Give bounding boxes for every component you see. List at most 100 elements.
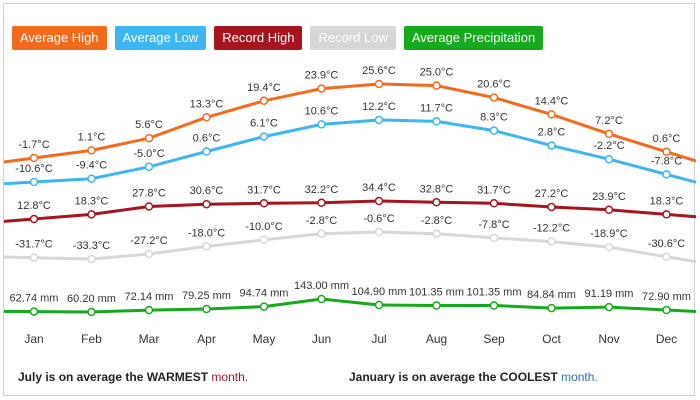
record-high-value-label: 27.8°C — [132, 188, 166, 200]
record-low-point-nov[interactable] — [604, 242, 614, 252]
average-precipitation-point-feb[interactable] — [87, 307, 96, 317]
legend-toggle-record-low[interactable]: Record Low — [310, 26, 396, 50]
record-high-point-sep[interactable] — [489, 199, 499, 208]
record-high-point-jul[interactable] — [374, 196, 384, 206]
average-low-value-label: 2.8°C — [538, 127, 566, 139]
average-precipitation-value-label: 101.35 mm — [466, 287, 521, 299]
average-high-point-sep[interactable] — [489, 93, 499, 102]
coolest-note-text: January is on average the COOLEST — [349, 370, 558, 384]
average-precipitation-point-jan[interactable] — [29, 307, 39, 316]
average-high-point-jan[interactable] — [29, 153, 39, 163]
average-low-value-label: 0.6°C — [193, 133, 221, 145]
record-high-point-aug[interactable] — [432, 198, 441, 207]
average-precipitation-point-sep[interactable] — [489, 301, 499, 310]
average-high-point-feb[interactable] — [87, 146, 96, 155]
record-low-point-sep[interactable] — [489, 233, 499, 243]
average-precipitation-point-apr[interactable] — [202, 304, 211, 314]
average-low-line — [3, 118, 697, 186]
record-high-point-jun[interactable] — [317, 198, 326, 208]
record-low-point-dec[interactable] — [662, 252, 671, 262]
average-high-point-mar[interactable] — [144, 133, 154, 143]
average-low-point-jul[interactable] — [374, 115, 384, 125]
average-precipitation-point-may[interactable] — [259, 302, 269, 311]
legend-toggle-record-high[interactable]: Record High — [214, 26, 303, 50]
average-low-point-dec[interactable] — [662, 170, 671, 179]
average-high-line — [3, 82, 697, 164]
average-low-point-feb[interactable] — [87, 174, 96, 183]
record-high-point-mar[interactable] — [144, 202, 154, 211]
legend-toggle-average-precipitation[interactable]: Average Precipitation — [403, 26, 544, 50]
average-high-point-jul[interactable] — [374, 79, 384, 89]
average-low-value-label: 11.7°C — [420, 102, 453, 114]
average-low-point-aug[interactable] — [432, 117, 441, 126]
legend-toggle-average-high[interactable]: Average High — [12, 26, 107, 50]
x-tick-jul: Jul — [371, 332, 386, 346]
record-low-point-oct[interactable] — [547, 237, 556, 246]
record-low-value-label: -7.8°C — [478, 219, 509, 231]
record-low-point-jan[interactable] — [29, 253, 39, 262]
average-low-value-label: -10.6°C — [15, 163, 52, 175]
record-high-point-dec[interactable] — [662, 210, 671, 219]
average-precipitation-value-label: 101.35 mm — [409, 287, 464, 299]
average-precipitation-value-label: 104.90 mm — [351, 286, 406, 298]
average-high-point-jun[interactable] — [317, 84, 326, 93]
average-high-point-nov[interactable] — [604, 129, 614, 139]
legend-toggle-average-low[interactable]: Average Low — [114, 26, 207, 50]
average-high-point-apr[interactable] — [202, 113, 211, 122]
average-high-point-oct[interactable] — [547, 110, 556, 119]
record-high-point-apr[interactable] — [202, 199, 211, 209]
average-low-point-apr[interactable] — [202, 147, 211, 156]
record-high-value-label: 32.2°C — [305, 184, 339, 196]
average-high-value-label: 5.6°C — [135, 119, 163, 131]
record-high-point-jan[interactable] — [29, 214, 39, 224]
record-low-value-label: -27.2°C — [130, 235, 167, 247]
record-high-value-label: 34.4°C — [362, 182, 396, 194]
record-low-point-feb[interactable] — [87, 254, 96, 264]
average-low-point-mar[interactable] — [144, 162, 154, 172]
record-high-point-oct[interactable] — [547, 202, 556, 212]
record-low-point-jul[interactable] — [374, 227, 384, 237]
record-low-value-label: -18.9°C — [590, 228, 627, 240]
average-low-point-nov[interactable] — [604, 154, 614, 164]
record-high-point-may[interactable] — [259, 199, 269, 208]
average-low-point-jun[interactable] — [317, 120, 326, 129]
record-low-value-label: -31.7°C — [15, 239, 52, 251]
average-high-value-label: 23.9°C — [305, 70, 339, 82]
average-precipitation-point-oct[interactable] — [547, 303, 556, 313]
average-low-value-label: 10.6°C — [305, 105, 339, 117]
record-low-point-jun[interactable] — [317, 229, 326, 239]
record-high-point-feb[interactable] — [87, 210, 96, 219]
x-tick-nov: Nov — [598, 332, 619, 346]
average-low-point-oct[interactable] — [547, 141, 556, 150]
average-high-point-dec[interactable] — [662, 147, 671, 157]
average-high-value-label: 7.2°C — [595, 115, 623, 127]
average-low-point-sep[interactable] — [489, 126, 499, 135]
average-precipitation-point-jul[interactable] — [374, 300, 384, 310]
record-low-point-may[interactable] — [259, 235, 269, 245]
record-high-value-label: 32.8°C — [420, 183, 454, 195]
record-low-point-mar[interactable] — [144, 249, 154, 259]
average-low-value-label: 12.2°C — [362, 101, 396, 113]
record-low-point-aug[interactable] — [432, 229, 441, 239]
x-tick-jun: Jun — [312, 332, 331, 346]
record-high-value-label: 23.9°C — [592, 191, 626, 203]
record-high-point-nov[interactable] — [604, 205, 614, 215]
x-tick-dec: Dec — [656, 332, 677, 346]
average-precipitation-point-jun[interactable] — [317, 294, 326, 304]
average-precipitation-point-aug[interactable] — [432, 301, 441, 310]
average-high-point-aug[interactable] — [432, 81, 441, 90]
average-precipitation-value-label: 60.20 mm — [67, 293, 116, 305]
average-low-point-jan[interactable] — [29, 177, 39, 187]
warmest-note-text: July is on average the WARMEST — [18, 370, 209, 384]
average-precipitation-point-dec[interactable] — [662, 305, 671, 315]
average-high-point-may[interactable] — [259, 96, 269, 106]
record-high-value-label: 31.7°C — [477, 184, 511, 196]
record-low-point-apr[interactable] — [202, 242, 211, 251]
average-precipitation-value-label: 72.14 mm — [125, 291, 174, 303]
average-low-value-label: 8.3°C — [480, 112, 508, 124]
average-precipitation-point-mar[interactable] — [144, 305, 154, 315]
average-high-value-label: 14.4°C — [535, 95, 569, 107]
average-precipitation-point-nov[interactable] — [604, 302, 614, 312]
average-low-value-label: -5.0°C — [133, 148, 164, 160]
average-low-point-may[interactable] — [259, 132, 269, 141]
